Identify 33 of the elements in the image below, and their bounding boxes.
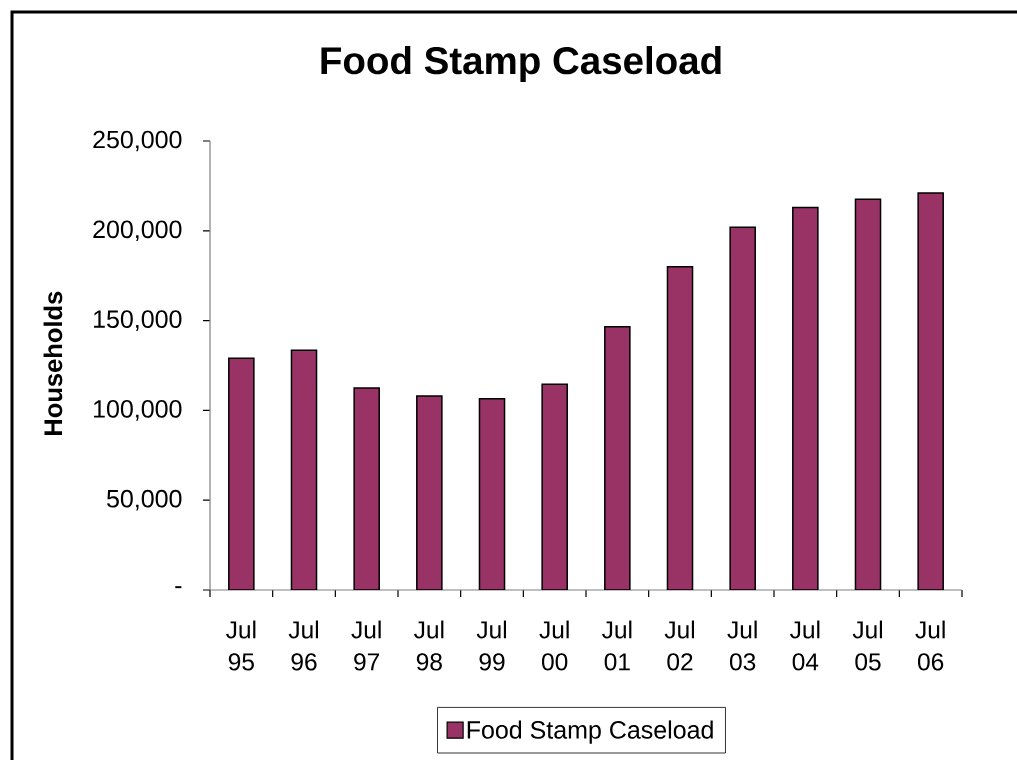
- x-tick-label: Jul 00: [539, 620, 569, 671]
- bar: [729, 226, 756, 590]
- bar: [666, 265, 694, 590]
- y-tick-label: 150,000: [94, 310, 182, 331]
- x-tick-label: Jul 98: [414, 620, 444, 671]
- x-tick-label: Jul 99: [476, 620, 507, 671]
- bar: [854, 198, 882, 590]
- bar: [353, 387, 380, 590]
- x-tick-label: Jul 95: [226, 620, 256, 671]
- y-tick-label: 200,000: [93, 220, 182, 242]
- chart-title: Food Stamp Caseload: [321, 46, 721, 82]
- x-tick-label: Jul 97: [351, 620, 381, 671]
- x-tick-label: Jul 96: [288, 620, 319, 671]
- bar: [792, 206, 819, 590]
- bar: [228, 357, 255, 590]
- bar: [917, 192, 944, 590]
- x-tick-label: Jul 03: [727, 620, 757, 671]
- legend-label: Food Stamp Caseload: [467, 720, 713, 744]
- x-tick-label: Jul 04: [790, 620, 820, 671]
- x-tick-label: Jul 02: [664, 620, 695, 671]
- bar: [604, 326, 631, 590]
- y-axis-title: Households: [43, 291, 63, 435]
- bar: [541, 383, 568, 590]
- x-tick-label: Jul 05: [852, 620, 883, 671]
- x-tick-label: Jul 06: [915, 620, 945, 671]
- y-tick-label: 250,000: [93, 130, 182, 152]
- x-tick-label: Jul 01: [602, 620, 632, 671]
- bar: [478, 397, 506, 590]
- y-tick-label: 50,000: [107, 489, 182, 511]
- y-tick-label: -: [175, 586, 182, 589]
- bar: [290, 349, 318, 590]
- y-tick-label: 100,000: [94, 400, 182, 421]
- bar: [416, 395, 443, 590]
